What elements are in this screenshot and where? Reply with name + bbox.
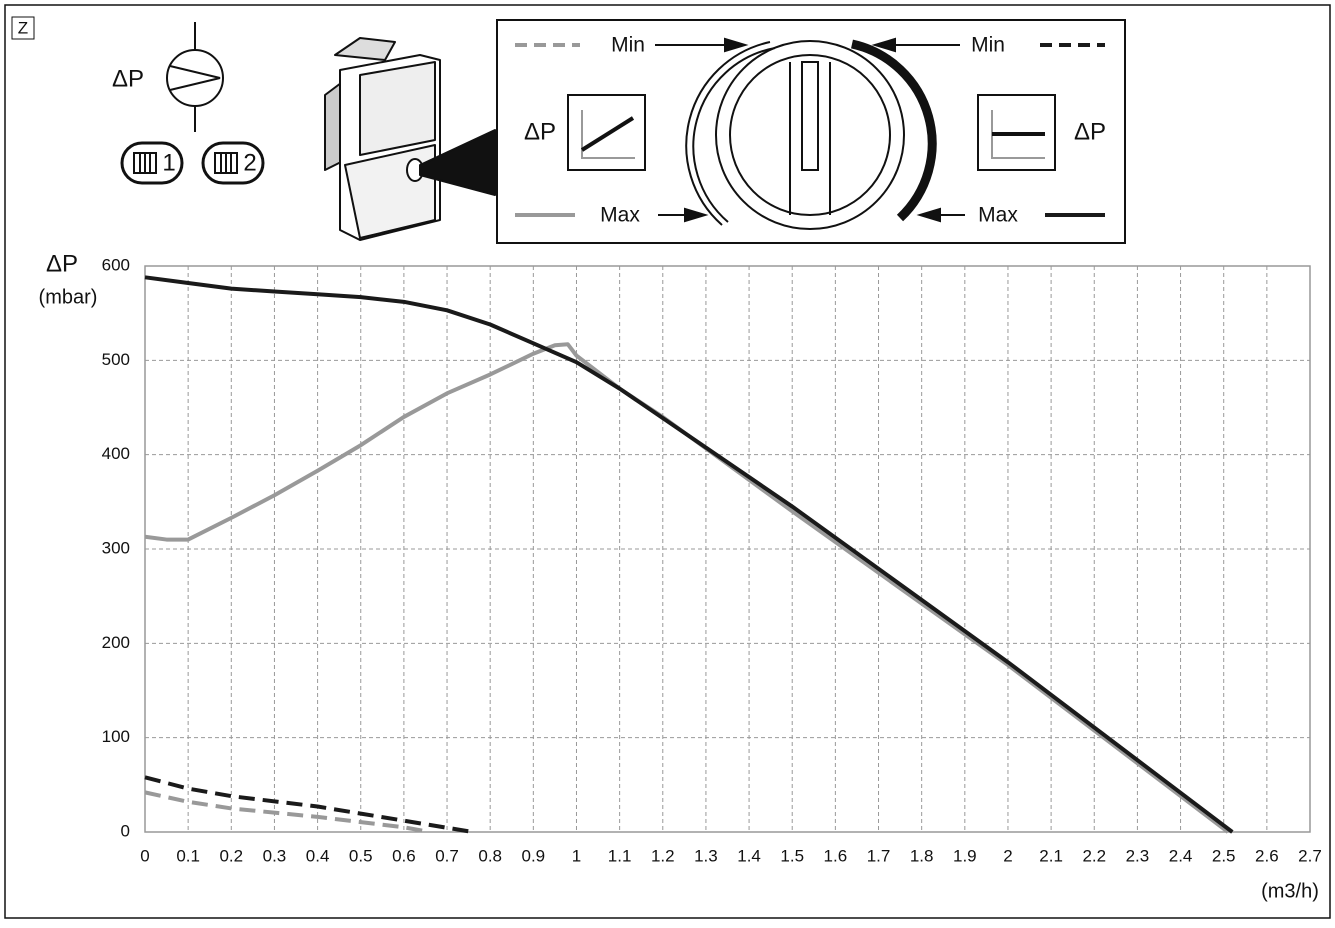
x-tick-label: 2.6 <box>1255 846 1279 865</box>
data-line <box>144 275 1234 834</box>
x-tick-label: 0.4 <box>306 846 330 865</box>
x-tick-label: 0.6 <box>392 846 416 865</box>
x-tick-label: 2.1 <box>1039 846 1063 865</box>
x-tick-label: 2.4 <box>1169 846 1193 865</box>
x-tick-label: 1.3 <box>694 846 718 865</box>
data-line <box>144 342 1230 834</box>
circuit-label: 1 <box>162 149 175 176</box>
y-tick-label: 500 <box>102 350 130 369</box>
y-tick-label: 200 <box>102 633 130 652</box>
x-tick-label: 0.3 <box>263 846 287 865</box>
dial <box>567 37 1056 230</box>
y-tick-label: 600 <box>102 255 130 274</box>
legend-label: Max <box>978 204 1018 227</box>
x-tick-label: 1.2 <box>651 846 675 865</box>
dial-panel <box>496 19 1126 244</box>
x-tick-label: 1.9 <box>953 846 977 865</box>
x-tick-label: 0.2 <box>219 846 243 865</box>
y-tick-label: 300 <box>102 538 130 557</box>
x-axis-unit: (m3/h) <box>1261 880 1319 902</box>
x-tick-label: 2 <box>1003 846 1012 865</box>
pump-label: ΔP <box>112 65 144 92</box>
y-tick-label: 400 <box>102 444 130 463</box>
device <box>324 37 496 241</box>
x-tick-label: 1.4 <box>737 846 761 865</box>
legend-label: Min <box>971 34 1005 57</box>
x-tick-label: 0.7 <box>435 846 459 865</box>
x-tick-label: 0.9 <box>522 846 546 865</box>
x-tick-label: 2.3 <box>1126 846 1150 865</box>
dial-label: ΔP <box>1074 118 1106 145</box>
legend-label: Max <box>600 204 640 227</box>
x-tick-label: 2.2 <box>1082 846 1106 865</box>
x-tick-label: 0 <box>140 846 149 865</box>
x-tick-label: 1.7 <box>867 846 891 865</box>
x-tick-label: 0.8 <box>478 846 502 865</box>
x-tick-label: 1.5 <box>780 846 804 865</box>
pump-symbol <box>120 22 265 185</box>
y-tick-label: 0 <box>121 821 130 840</box>
legend-label: Min <box>611 34 645 57</box>
y-tick-label: 100 <box>102 727 130 746</box>
dial-label: ΔP <box>524 118 556 145</box>
y-axis-label: ΔP <box>46 250 78 277</box>
x-tick-label: 1.6 <box>824 846 848 865</box>
panel-box <box>11 16 35 40</box>
x-tick-label: 1.8 <box>910 846 934 865</box>
x-tick-label: 1.1 <box>608 846 632 865</box>
circuit-label: 2 <box>243 149 256 176</box>
panel-label: Z <box>18 18 28 37</box>
x-tick-label: 1 <box>572 846 581 865</box>
frame <box>4 4 1331 919</box>
data-line <box>144 775 474 834</box>
x-tick-label: 2.5 <box>1212 846 1236 865</box>
x-tick-label: 0.1 <box>176 846 200 865</box>
y-axis-unit: (mbar) <box>39 286 98 308</box>
data-line <box>144 790 431 834</box>
x-tick-label: 0.5 <box>349 846 373 865</box>
x-tick-label: 2.7 <box>1298 846 1322 865</box>
